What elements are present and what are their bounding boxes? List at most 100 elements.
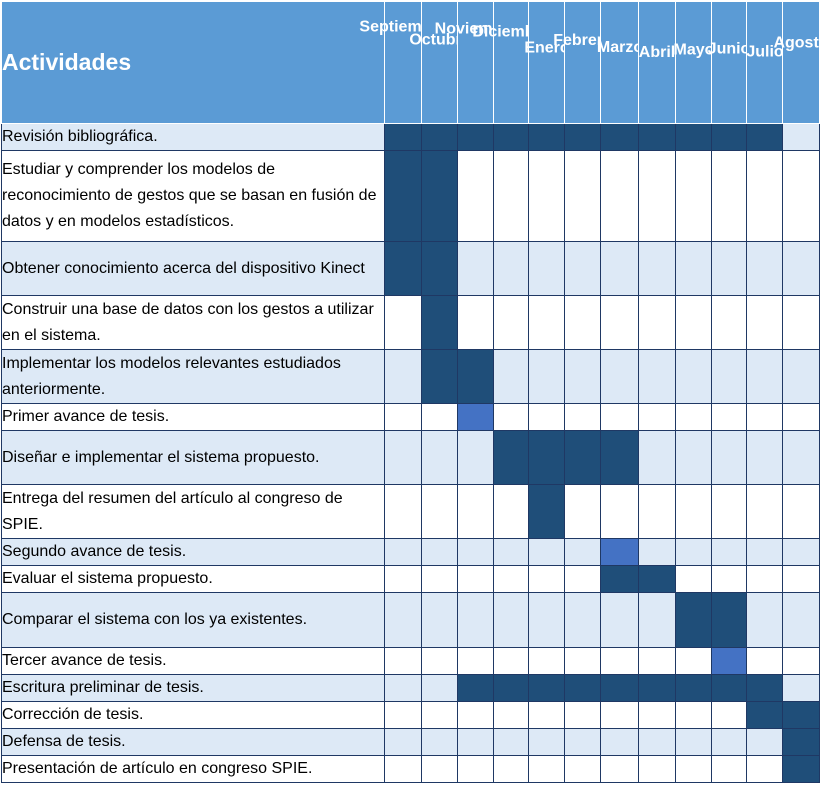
schedule-empty-cell bbox=[638, 538, 676, 566]
schedule-empty-cell bbox=[782, 241, 820, 296]
schedule-bar-cell bbox=[384, 241, 422, 296]
schedule-bar-cell bbox=[711, 123, 747, 151]
schedule-empty-cell bbox=[638, 241, 676, 296]
month-header: Febrero bbox=[553, 1, 612, 124]
schedule-empty-cell bbox=[384, 484, 422, 539]
schedule-empty-cell bbox=[421, 674, 458, 702]
schedule-empty-cell bbox=[564, 565, 601, 593]
schedule-empty-cell bbox=[782, 123, 820, 151]
schedule-empty-cell bbox=[782, 538, 820, 566]
schedule-empty-cell bbox=[711, 150, 747, 242]
schedule-empty-cell bbox=[746, 538, 783, 566]
schedule-empty-cell bbox=[564, 150, 601, 242]
schedule-empty-cell bbox=[528, 701, 565, 729]
schedule-empty-cell bbox=[782, 349, 820, 404]
schedule-empty-cell bbox=[675, 701, 712, 729]
schedule-empty-cell bbox=[384, 674, 422, 702]
schedule-bar-cell bbox=[675, 674, 712, 702]
schedule-empty-cell bbox=[528, 647, 565, 675]
month-header: Mayo bbox=[673, 1, 714, 124]
schedule-empty-cell bbox=[638, 349, 676, 404]
activity-label: Implementar los modelos relevantes estud… bbox=[1, 349, 385, 404]
schedule-bar-cell bbox=[638, 565, 676, 593]
schedule-bar-cell bbox=[564, 674, 601, 702]
month-header: Diciembre bbox=[472, 1, 550, 124]
schedule-empty-cell bbox=[711, 701, 747, 729]
schedule-empty-cell bbox=[421, 728, 458, 756]
schedule-empty-cell bbox=[384, 430, 422, 485]
activity-row: Segundo avance de tesis. bbox=[1, 538, 820, 566]
schedule-empty-cell bbox=[457, 241, 494, 296]
month-label: Agosto bbox=[773, 34, 820, 52]
schedule-empty-cell bbox=[782, 592, 820, 648]
schedule-empty-cell bbox=[564, 538, 601, 566]
schedule-empty-cell bbox=[638, 403, 676, 431]
schedule-empty-cell bbox=[384, 565, 422, 593]
activity-label: Obtener conocimiento acerca del disposit… bbox=[1, 241, 385, 296]
schedule-empty-cell bbox=[711, 755, 747, 783]
schedule-empty-cell bbox=[384, 728, 422, 756]
schedule-empty-cell bbox=[384, 538, 422, 566]
schedule-empty-cell bbox=[384, 295, 422, 350]
month-header: Octubre bbox=[409, 1, 470, 124]
schedule-empty-cell bbox=[493, 150, 529, 242]
schedule-empty-cell bbox=[564, 295, 601, 350]
schedule-empty-cell bbox=[638, 592, 676, 648]
schedule-empty-cell bbox=[493, 755, 529, 783]
schedule-empty-cell bbox=[528, 565, 565, 593]
schedule-empty-cell bbox=[782, 403, 820, 431]
schedule-empty-cell bbox=[564, 241, 601, 296]
schedule-empty-cell bbox=[493, 701, 529, 729]
activity-row: Diseñar e implementar el sistema propues… bbox=[1, 430, 820, 485]
schedule-bar-cell bbox=[638, 674, 676, 702]
schedule-empty-cell bbox=[746, 150, 783, 242]
schedule-empty-cell bbox=[711, 484, 747, 539]
activity-rows: Revisión bibliográfica. Estudiar y compre… bbox=[1, 123, 820, 783]
schedule-bar-cell bbox=[457, 674, 494, 702]
activity-row: Obtener conocimiento acerca del disposit… bbox=[1, 241, 820, 296]
schedule-empty-cell bbox=[564, 403, 601, 431]
schedule-bar-cell bbox=[564, 430, 601, 485]
activity-label: Diseñar e implementar el sistema propues… bbox=[1, 430, 385, 485]
schedule-empty-cell bbox=[711, 295, 747, 350]
activity-row: Estudiar y comprender los modelos de rec… bbox=[1, 150, 820, 242]
activity-label: Evaluar el sistema propuesto. bbox=[1, 565, 385, 593]
schedule-bar-cell bbox=[600, 565, 639, 593]
schedule-empty-cell bbox=[782, 647, 820, 675]
month-label: Marzo bbox=[596, 38, 643, 56]
schedule-empty-cell bbox=[675, 565, 712, 593]
schedule-empty-cell bbox=[675, 484, 712, 539]
schedule-empty-cell bbox=[638, 430, 676, 485]
schedule-empty-cell bbox=[564, 755, 601, 783]
schedule-empty-cell bbox=[384, 403, 422, 431]
schedule-empty-cell bbox=[493, 538, 529, 566]
activity-label: Comparar el sistema con los ya existente… bbox=[1, 592, 385, 648]
schedule-empty-cell bbox=[457, 647, 494, 675]
schedule-empty-cell bbox=[384, 592, 422, 648]
activity-row: Escritura preliminar de tesis. bbox=[1, 674, 820, 702]
activities-header: Actividades bbox=[1, 1, 385, 124]
schedule-empty-cell bbox=[600, 484, 639, 539]
schedule-empty-cell bbox=[782, 295, 820, 350]
schedule-empty-cell bbox=[384, 647, 422, 675]
schedule-empty-cell bbox=[421, 430, 458, 485]
schedule-empty-cell bbox=[493, 565, 529, 593]
schedule-empty-cell bbox=[384, 755, 422, 783]
schedule-empty-cell bbox=[638, 701, 676, 729]
schedule-empty-cell bbox=[421, 647, 458, 675]
schedule-empty-cell bbox=[711, 728, 747, 756]
schedule-empty-cell bbox=[600, 295, 639, 350]
schedule-empty-cell bbox=[600, 403, 639, 431]
schedule-empty-cell bbox=[528, 150, 565, 242]
schedule-empty-cell bbox=[457, 295, 494, 350]
schedule-empty-cell bbox=[675, 349, 712, 404]
schedule-empty-cell bbox=[528, 241, 565, 296]
activity-row: Tercer avance de tesis. bbox=[1, 647, 820, 675]
schedule-empty-cell bbox=[421, 484, 458, 539]
schedule-empty-cell bbox=[782, 430, 820, 485]
activity-label: Tercer avance de tesis. bbox=[1, 647, 385, 675]
schedule-bar-cell bbox=[711, 674, 747, 702]
schedule-empty-cell bbox=[457, 150, 494, 242]
month-header: Marzo bbox=[596, 1, 643, 124]
schedule-empty-cell bbox=[493, 349, 529, 404]
